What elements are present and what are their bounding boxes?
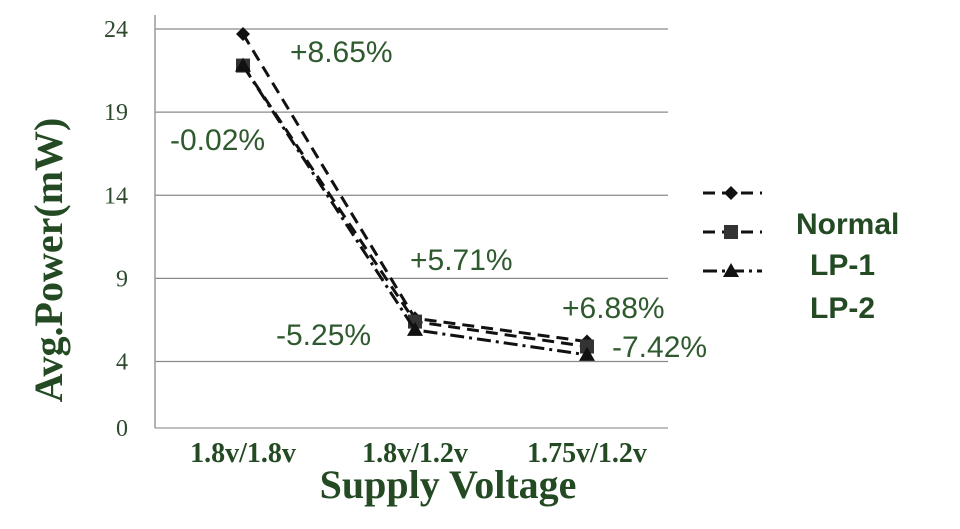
legend-marker-diamond [724, 186, 738, 200]
x-tick-label-1: 1.8v/1.2v [362, 438, 468, 469]
marker-square-2 [580, 339, 594, 354]
x-tick-labels: 1.8v/1.8v 1.8v/1.2v 1.75v/1.2v [190, 438, 647, 469]
series-line-0 [241, 33, 588, 344]
y-tick-label-19: 19 [104, 100, 128, 126]
annotation-plus-6-88: +6.88% [562, 292, 665, 325]
annotation-minus-5-25: -5.25% [276, 319, 371, 352]
y-tick-label-14: 14 [104, 183, 128, 209]
y-tick-label-4: 4 [116, 350, 128, 376]
y-axis-title: Avg.Power(mW) [26, 118, 71, 403]
annotation-minus-0-02: -0.02% [170, 124, 265, 157]
marker-triangle-1 [407, 321, 423, 336]
y-tick-labels: 0 4 9 14 19 24 [104, 17, 128, 442]
annotation-plus-8-65: +8.65% [290, 36, 393, 69]
legend: Normal LP-1 LP-2 [703, 186, 899, 325]
y-tick-label-0: 0 [116, 416, 128, 442]
x-axis-title: Supply Voltage [320, 462, 577, 507]
series-group [235, 26, 595, 361]
gridlines [155, 28, 668, 429]
y-tick-label-24: 24 [104, 17, 128, 43]
marker-triangle-0 [235, 57, 251, 72]
x-tick-label-0: 1.8v/1.8v [190, 438, 296, 469]
x-tick-label-2: 1.75v/1.2v [527, 438, 647, 469]
legend-label-normal: Normal [796, 208, 899, 241]
annotation-minus-7-42: -7.42% [612, 331, 707, 364]
legend-marker-square [724, 225, 738, 239]
legend-label-lp1: LP-1 [810, 249, 875, 282]
legend-label-lp2: LP-2 [810, 292, 875, 325]
marker-diamond-0 [236, 26, 250, 41]
series-line-1 [241, 64, 588, 349]
y-tick-label-9: 9 [116, 266, 128, 292]
marker-triangle-2 [579, 346, 595, 361]
annotation-plus-5-71: +5.71% [410, 244, 513, 277]
legend-marker-triangle [723, 263, 739, 277]
